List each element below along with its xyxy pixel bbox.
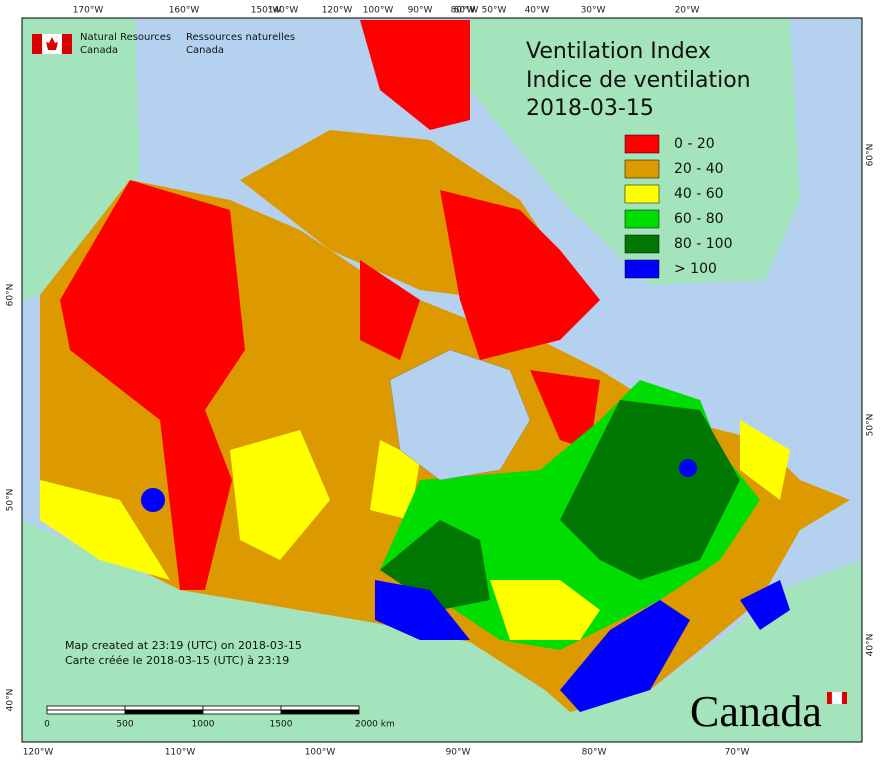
graticule-label: 40°W xyxy=(525,6,550,16)
header-en: Natural Resources xyxy=(80,32,171,43)
wordmark-flag xyxy=(827,691,847,705)
legend-label: 40 - 60 xyxy=(674,186,724,202)
scale-segment xyxy=(280,705,360,711)
graticule-label: 50°N xyxy=(6,489,16,512)
canada-index xyxy=(40,20,850,712)
legend-label: 80 - 100 xyxy=(674,236,733,252)
legend-swatch xyxy=(624,184,660,204)
graticule-label: 120°W xyxy=(23,748,54,758)
graticule-label: 70°W xyxy=(725,748,750,758)
graticule-label: 60°W xyxy=(454,6,479,16)
graticule-label: 90°W xyxy=(446,748,471,758)
scale-label: 2000 km xyxy=(355,720,395,730)
scale-segment xyxy=(124,705,204,711)
legend-swatch xyxy=(624,209,660,229)
legend-swatch xyxy=(624,259,660,279)
graticule-label: 90°W xyxy=(408,6,433,16)
graticule-label: 60°N xyxy=(866,144,876,167)
scale-segment xyxy=(124,709,204,715)
title: 2018-03-15 xyxy=(526,96,654,121)
title: Ventilation Index xyxy=(526,39,711,64)
graticule-label: 40°N xyxy=(866,634,876,657)
graticule-label: 150°W xyxy=(251,6,282,16)
graticule-label: 80°W xyxy=(451,6,476,16)
footer: Carte créée le 2018-03-15 (UTC) à 23:19 xyxy=(65,654,289,667)
legend-label: > 100 xyxy=(674,261,717,277)
scale-label: 1000 xyxy=(192,720,215,730)
graticule-label: 60°N xyxy=(6,284,16,307)
scale-segment xyxy=(46,705,126,711)
scale-label: 1500 xyxy=(270,720,293,730)
graticule-label: 80°W xyxy=(582,748,607,758)
wordmark: Canada xyxy=(690,687,822,736)
graticule-label: 170°W xyxy=(73,6,104,16)
legend-swatch xyxy=(624,234,660,254)
header-fr: Canada xyxy=(186,45,224,56)
legend-swatch xyxy=(624,134,660,154)
scale-segment xyxy=(202,705,282,711)
scale-label: 500 xyxy=(116,720,133,730)
scale-segment xyxy=(202,709,282,715)
legend-swatch xyxy=(624,159,660,179)
graticule-label: 120°W xyxy=(322,6,353,16)
title: Indice de ventilation xyxy=(526,68,751,93)
graticule-label: 140°W xyxy=(268,6,299,16)
graticule-label: 110°W xyxy=(165,748,196,758)
header-en: Canada xyxy=(80,45,118,56)
footer: Map created at 23:19 (UTC) on 2018-03-15 xyxy=(65,639,302,652)
legend-label: 60 - 80 xyxy=(674,211,724,227)
legend-label: 20 - 40 xyxy=(674,161,724,177)
graticule-label: 160°W xyxy=(169,6,200,16)
scale-segment xyxy=(46,709,126,715)
frame xyxy=(21,17,863,743)
legend-label: 0 - 20 xyxy=(674,136,715,152)
graticule-label: 100°W xyxy=(305,748,336,758)
graticule-label: 50°W xyxy=(482,6,507,16)
scale-segment xyxy=(280,709,360,715)
graticule-label: 30°W xyxy=(581,6,606,16)
scale-label: 0 xyxy=(44,720,50,730)
header-fr: Ressources naturelles xyxy=(186,32,295,43)
graticule-label: 20°W xyxy=(675,6,700,16)
graticule-label: 40°N xyxy=(6,689,16,712)
graticule-label: 50°N xyxy=(866,414,876,437)
graticule-label: 100°W xyxy=(363,6,394,16)
flag-logo xyxy=(32,34,72,54)
